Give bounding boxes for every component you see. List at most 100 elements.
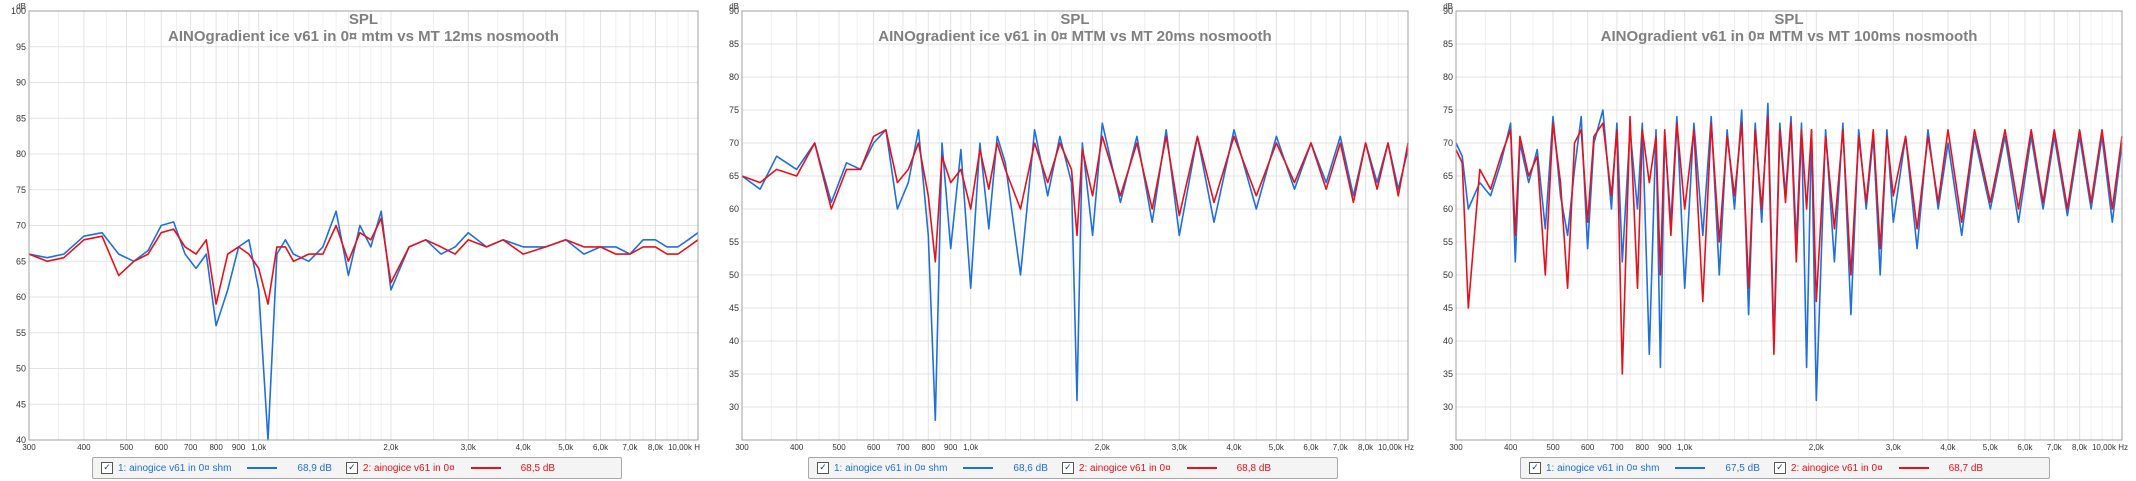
y-tick-label: 85: [16, 113, 26, 123]
x-tick-label: 7,0k: [2047, 443, 2063, 452]
y-tick-label: 80: [729, 72, 739, 82]
y-tick-label: 70: [729, 138, 739, 148]
x-tick-label: 300: [22, 443, 36, 452]
y-tick-label: 90: [1443, 6, 1453, 16]
x-tick-label: 4,0k: [516, 443, 532, 452]
x-tick-label: 6,0k: [1303, 443, 1319, 452]
legend-item-1[interactable]: ✓ 1: ainogice v61 in 0¤ shm 68,9 dB: [93, 458, 338, 478]
y-tick-label: 90: [16, 78, 26, 88]
legend: ✓ 1: ainogice v61 in 0¤ shm 67,5 dB ✓ 2: ain…: [1520, 457, 2050, 479]
x-tick-label: 400: [77, 443, 91, 452]
x-tick-label: 1,0k: [251, 443, 267, 452]
legend-label: 2: ainogice v61 in 0¤: [362, 462, 455, 474]
series-line-2: [741, 129, 1409, 263]
chart-panel-1: 40 45 50 55 60 65 70 75 80 85 90 95 100 dB 300 400 500 60…: [0, 0, 700, 481]
y-axis-label: dB: [729, 2, 739, 11]
x-tick-label: 2,0k: [1809, 443, 1825, 452]
x-tick-label: 1,0k: [963, 443, 979, 452]
legend-checkbox[interactable]: ✓: [1529, 462, 1541, 474]
x-tick-label: 300: [735, 443, 749, 452]
x-tick-label: 700: [184, 443, 198, 452]
y-tick-label: 60: [1443, 204, 1453, 214]
x-tick-label: 900: [232, 443, 246, 452]
x-tick-label: 7,0k: [1333, 443, 1349, 452]
plot-frame: [741, 10, 1409, 441]
legend: ✓ 1: ainogice v61 in 0¤ shm 68,6 dB ✓ 2: ain…: [808, 457, 1338, 479]
x-tick-label: 3,0k: [1172, 443, 1188, 452]
x-tick-label: 2,0k: [383, 443, 399, 452]
y-axis-label: dB: [1443, 2, 1453, 11]
legend-item-2[interactable]: ✓ 2: ainogice v61 in 0¤ 68,8 dB: [1054, 458, 1277, 478]
legend-item-1[interactable]: ✓ 1: ainogice v61 in 0¤ shm 68,6 dB: [809, 458, 1054, 478]
legend-level: 68,7 dB: [1948, 462, 1984, 474]
y-tick-label: 50: [16, 364, 26, 374]
y-tick-label: 40: [1443, 336, 1453, 346]
x-tick-label: 8,0k: [648, 443, 664, 452]
y-tick-label: 45: [1443, 303, 1453, 313]
y-tick-label: 65: [729, 171, 739, 181]
legend-checkbox[interactable]: ✓: [1061, 462, 1074, 474]
plot-frame: [28, 10, 699, 441]
legend-item-2[interactable]: ✓ 2: ainogice v61 in 0¤ 68,5 dB: [338, 458, 561, 478]
series-line-2: [28, 217, 699, 305]
y-tick-label: 80: [1443, 72, 1453, 82]
x-tick-label: 2,0k: [1095, 443, 1111, 452]
y-tick-label: 35: [729, 369, 739, 379]
x-tick-label: 300: [1449, 443, 1463, 452]
y-tick-label: 95: [16, 42, 26, 52]
y-tick-label: 75: [729, 105, 739, 115]
legend-checkbox[interactable]: ✓: [345, 462, 358, 474]
x-tick-label: 6,0k: [2017, 443, 2033, 452]
y-tick-label: 50: [1443, 270, 1453, 280]
y-tick-label: 40: [729, 336, 739, 346]
x-tick-label: 500: [1546, 443, 1560, 452]
series-line-2: [1455, 115, 2123, 375]
x-tick-label: 600: [867, 443, 881, 452]
legend-label: 2: ainogice v61 in 0¤: [1078, 462, 1171, 474]
x-tick-label: 10,00k Hz: [1378, 443, 1414, 452]
legend-checkbox[interactable]: ✓: [101, 462, 113, 474]
x-tick-label: 5,0k: [1983, 443, 1999, 452]
x-tick-label: 8,0k: [1358, 443, 1374, 452]
chart-title: SPL: [349, 11, 378, 28]
x-tick-label: 500: [832, 443, 846, 452]
plot-area: [742, 11, 1408, 440]
y-tick-label: 70: [16, 221, 26, 231]
legend-checkbox[interactable]: ✓: [1773, 462, 1786, 474]
legend-swatch: [1675, 467, 1706, 469]
x-tick-label: 800: [209, 443, 223, 452]
legend-item-1[interactable]: ✓ 1: ainogice v61 in 0¤ shm 67,5 dB: [1521, 458, 1766, 478]
x-tick-label: 8,0k: [2072, 443, 2088, 452]
legend-item-2[interactable]: ✓ 2: ainogice v61 in 0¤ 68,7 dB: [1766, 458, 1989, 478]
x-tick-label: 800: [922, 443, 936, 452]
chart-panel-3: 30 35 40 45 50 55 60 65 70 75 80 85 90 dB 300 400 500 600…: [1424, 0, 2136, 481]
plot-area: [1456, 11, 2122, 440]
y-tick-label: 65: [16, 256, 26, 266]
x-tick-label: 10,00k Hz: [2092, 443, 2128, 452]
y-tick-label: 65: [1443, 171, 1453, 181]
x-tick-label: 700: [896, 443, 910, 452]
y-tick-label: 45: [16, 399, 26, 409]
legend-swatch: [963, 467, 994, 469]
y-tick-label: 35: [1443, 369, 1453, 379]
x-tick-label: 5,0k: [558, 443, 574, 452]
legend-level: 68,6 dB: [1013, 462, 1048, 474]
legend-label: 1: ainogice v61 in 0¤ shm: [118, 462, 232, 474]
legend-level: 67,5 dB: [1725, 462, 1760, 474]
y-tick-label: 30: [1443, 402, 1453, 412]
legend-swatch: [470, 467, 501, 469]
y-tick-label: 55: [16, 328, 26, 338]
x-tick-label: 3,0k: [461, 443, 477, 452]
y-tick-label: 75: [1443, 105, 1453, 115]
y-tick-label: 90: [729, 6, 739, 16]
y-tick-label: 70: [1443, 138, 1453, 148]
legend-label: 1: ainogice v61 in 0¤ shm: [834, 462, 948, 474]
legend-swatch: [1186, 467, 1217, 469]
legend-checkbox[interactable]: ✓: [817, 462, 829, 474]
chart-title: SPL: [1774, 11, 1803, 28]
y-tick-label: 30: [729, 402, 739, 412]
y-tick-label: 75: [16, 185, 26, 195]
legend-level: 68,9 dB: [297, 462, 332, 474]
